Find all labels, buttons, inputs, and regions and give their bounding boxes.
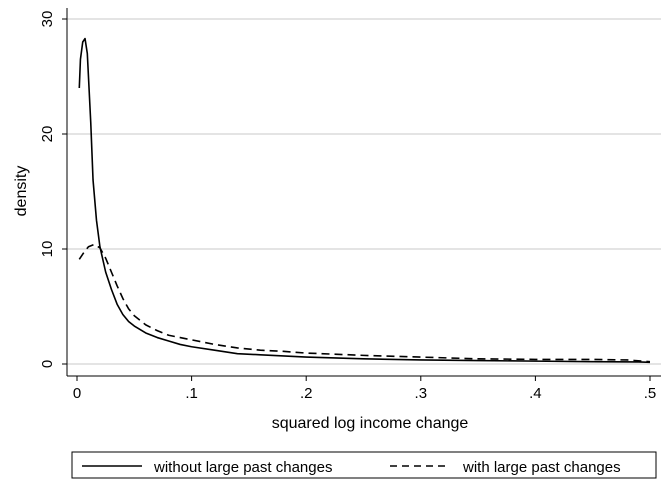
y-tick-label-0: 0 bbox=[39, 360, 56, 368]
series-lines bbox=[78, 37, 651, 364]
y-tick-label-3: 30 bbox=[39, 11, 56, 28]
x-tick-label-3: .3 bbox=[415, 385, 428, 402]
series-line-without-large-past-changes bbox=[78, 37, 651, 364]
series-line-with-large-past-changes bbox=[78, 243, 651, 363]
x-tick-label-5: .5 bbox=[644, 385, 657, 402]
x-tick-label-0: 0 bbox=[73, 385, 81, 402]
y-axis-title: density bbox=[13, 166, 30, 217]
x-tick-label-2: .2 bbox=[300, 385, 313, 402]
x-tick-label-4: .4 bbox=[529, 385, 542, 402]
y-tick-label-1: 10 bbox=[39, 241, 56, 258]
legend-label-with: with large past changes bbox=[462, 459, 621, 476]
legend-box bbox=[71, 451, 657, 479]
legend: without large past changes with large pa… bbox=[71, 451, 657, 479]
x-tick-label-1: .1 bbox=[185, 385, 198, 402]
axes bbox=[62, 8, 661, 381]
gridlines bbox=[67, 18, 661, 365]
y-tick-label-2: 20 bbox=[39, 126, 56, 143]
x-axis-title: squared log income change bbox=[272, 415, 469, 432]
legend-label-without: without large past changes bbox=[153, 459, 332, 476]
tick-labels: 0 10 20 30 0 .1 .2 .3 .4 .5 bbox=[39, 11, 656, 402]
